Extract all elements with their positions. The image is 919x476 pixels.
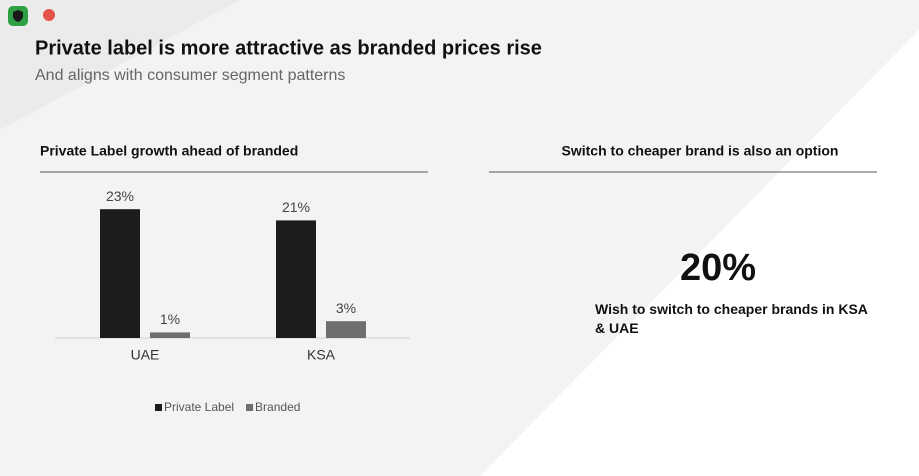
bar (100, 209, 140, 338)
data-label: 1% (160, 311, 180, 327)
slide-title: Private label is more attractive as bran… (35, 37, 542, 59)
chart-title: Private Label growth ahead of branded (40, 143, 298, 159)
legend-swatch (246, 404, 254, 411)
bar (326, 321, 366, 338)
legend-label: Branded (255, 400, 300, 414)
stat-caption: Wish to switch to cheaper brands in KSA … (595, 301, 868, 336)
legend-label: Private Label (164, 400, 234, 414)
slide-subtitle: And aligns with consumer segment pattern… (35, 67, 345, 84)
record-icon[interactable] (43, 9, 55, 21)
x-tick-label: KSA (307, 347, 336, 363)
data-label: 21% (282, 199, 310, 215)
legend-swatch (155, 404, 162, 411)
stat-value: 20% (680, 247, 756, 289)
shield-glyph (13, 10, 23, 22)
background-shade (0, 0, 240, 130)
bar (150, 332, 190, 338)
data-label: 23% (106, 188, 134, 204)
data-label: 3% (336, 300, 356, 316)
bar (276, 220, 316, 338)
panel-title: Switch to cheaper brand is also an optio… (562, 143, 839, 159)
x-tick-label: UAE (131, 347, 160, 363)
